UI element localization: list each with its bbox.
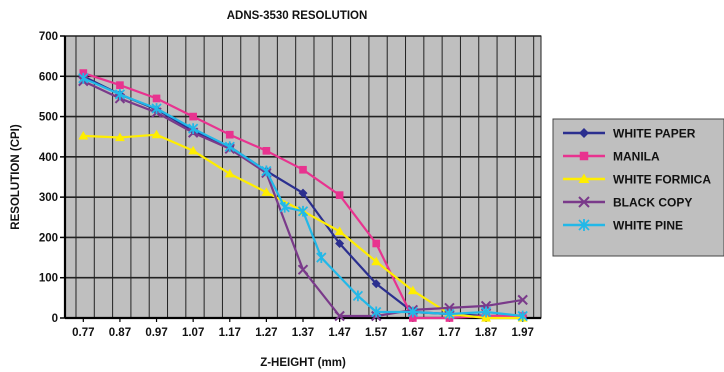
data-point xyxy=(188,123,199,135)
data-point xyxy=(114,132,125,142)
y-tick-label: 500 xyxy=(39,112,58,124)
x-tick-label: 1.77 xyxy=(438,327,460,339)
y-tick-label: 200 xyxy=(39,232,58,244)
y-tick-label: 0 xyxy=(52,313,58,325)
data-point xyxy=(225,130,234,139)
data-point xyxy=(188,145,199,155)
data-point xyxy=(297,264,309,275)
data-point xyxy=(407,285,418,295)
data-point xyxy=(407,306,418,318)
legend-marker xyxy=(579,128,589,138)
data-point xyxy=(114,89,126,100)
data-point xyxy=(334,310,345,322)
data-point xyxy=(78,72,89,84)
x-tick-label: 1.27 xyxy=(255,327,277,339)
legend-label: WHITE PINE xyxy=(613,219,683,233)
data-point xyxy=(371,306,382,318)
legend-label: WHITE FORMICA xyxy=(613,173,711,187)
data-point xyxy=(224,141,235,153)
data-point xyxy=(371,279,381,289)
data-point xyxy=(298,188,308,198)
plot-background xyxy=(64,35,542,319)
legend-label: BLACK COPY xyxy=(613,196,692,210)
data-point xyxy=(372,239,381,248)
data-point xyxy=(352,290,364,302)
x-tick-label: 1.07 xyxy=(182,327,204,339)
data-point xyxy=(116,81,124,89)
legend-marker xyxy=(579,151,589,161)
x-tick-label: 0.87 xyxy=(109,327,131,339)
data-point xyxy=(299,165,307,174)
data-point xyxy=(224,168,235,178)
data-point xyxy=(444,308,455,320)
data-point xyxy=(335,191,344,199)
legend-item: WHITE PINE xyxy=(563,219,683,233)
data-point xyxy=(262,146,271,155)
legend-item: WHITE FORMICA xyxy=(563,173,711,187)
data-point xyxy=(151,129,162,139)
y-tick-label: 600 xyxy=(39,71,58,83)
legend-box xyxy=(552,118,724,257)
legend-item: MANILA xyxy=(563,150,660,164)
legend: WHITE PAPER MANILA WHITE FORMICA BLACK COPY… xyxy=(552,118,724,257)
legend-item: BLACK COPY xyxy=(563,196,692,210)
data-point xyxy=(151,103,162,114)
x-tick-label: 0.77 xyxy=(72,327,94,339)
y-tick-label: 400 xyxy=(39,152,58,164)
data-point xyxy=(409,314,417,322)
plot-area: 0 100 200 300 400 500 600 700 0.77 0.87 0.97 1.07 1.… xyxy=(39,31,542,339)
y-axis-label: RESOLUTION (CPI) xyxy=(10,124,22,230)
x-tick-label: 1.67 xyxy=(402,327,424,339)
legend-marker xyxy=(578,219,590,231)
x-tick-label: 1.87 xyxy=(475,327,497,339)
x-tick-label: 1.37 xyxy=(292,327,314,339)
data-point xyxy=(78,130,89,140)
legend-item: WHITE PAPER xyxy=(563,127,696,141)
x-tick-label: 1.17 xyxy=(219,327,241,339)
x-tick-label: 1.97 xyxy=(511,327,533,339)
data-point xyxy=(152,94,161,103)
x-axis-label: Z-HEIGHT (mm) xyxy=(260,357,346,369)
data-point xyxy=(189,112,197,121)
x-tick-label: 1.47 xyxy=(328,327,350,339)
legend-label: MANILA xyxy=(613,150,660,164)
data-point xyxy=(334,226,345,235)
legend-marker xyxy=(578,173,590,183)
data-point xyxy=(297,205,309,217)
chart-title: ADNS-3530 RESOLUTION xyxy=(227,10,368,22)
data-point xyxy=(335,238,345,248)
data-point xyxy=(261,187,272,196)
data-point xyxy=(517,310,528,322)
x-tick-label: 1.57 xyxy=(365,327,387,339)
data-point xyxy=(261,165,272,177)
data-point xyxy=(371,256,382,266)
data-point xyxy=(279,201,290,213)
data-point xyxy=(316,252,327,263)
legend-marker xyxy=(578,196,590,208)
legend-label: WHITE PAPER xyxy=(613,127,696,141)
y-tick-label: 700 xyxy=(39,31,58,43)
x-tick-label: 0.97 xyxy=(145,327,167,339)
y-tick-label: 100 xyxy=(39,273,58,285)
data-point xyxy=(480,306,492,318)
data-point xyxy=(517,294,528,306)
y-tick-label: 300 xyxy=(39,192,58,204)
series-white-pine xyxy=(78,72,528,322)
